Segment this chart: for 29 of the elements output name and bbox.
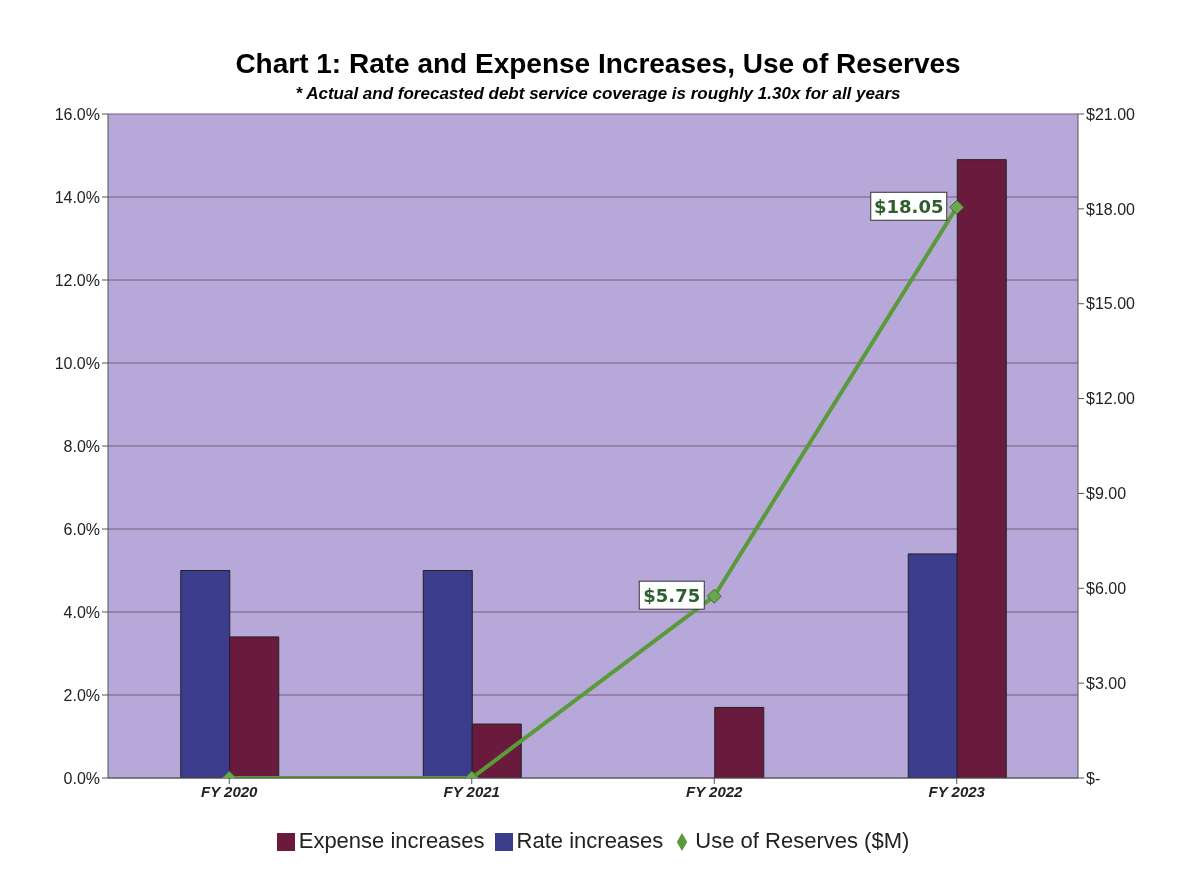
bar xyxy=(714,706,765,778)
legend-label: Use of Reserves ($M) xyxy=(695,828,910,853)
data-label: $5.75 xyxy=(643,585,701,607)
y2-tick-label: $18.00 xyxy=(1086,200,1136,218)
y2-tick-label: $12.00 xyxy=(1086,390,1136,408)
y2-tick-label: $15.00 xyxy=(1086,295,1136,313)
x-tick-label: FY 2023 xyxy=(928,782,986,800)
y-tick-label: 10.0% xyxy=(54,354,100,372)
y-tick-label: 8.0% xyxy=(63,437,100,455)
chart-title: Chart 1: Rate and Expense Increases, Use of Reserves xyxy=(234,47,962,80)
y2-tick-label: $6.00 xyxy=(1086,579,1127,597)
x-tick-label: FY 2022 xyxy=(686,782,744,800)
data-label: $18.05 xyxy=(874,196,944,218)
y2-tick-label: $9.00 xyxy=(1086,485,1127,503)
y-tick-label: 4.0% xyxy=(63,603,100,621)
y-tick-label: 6.0% xyxy=(63,520,100,538)
y2-tick-label: $- xyxy=(1086,769,1101,787)
legend-label: Expense increases xyxy=(298,828,485,853)
y-tick-label: 12.0% xyxy=(54,271,100,289)
y-tick-label: 16.0% xyxy=(54,105,100,123)
chart-subtitle: * Actual and forecasted debt service coverage is roughly 1.30x for all years xyxy=(294,84,902,104)
x-tick-label: FY 2021 xyxy=(443,782,500,800)
y2-tick-label: $3.00 xyxy=(1086,674,1127,692)
y2-tick-label: $21.00 xyxy=(1086,105,1136,123)
y-tick-label: 14.0% xyxy=(54,188,100,206)
y-tick-label: 0.0% xyxy=(63,769,100,787)
x-tick-label: FY 2020 xyxy=(201,782,259,800)
y-tick-label: 2.0% xyxy=(63,686,100,704)
legend-label: Rate increases xyxy=(516,828,664,853)
